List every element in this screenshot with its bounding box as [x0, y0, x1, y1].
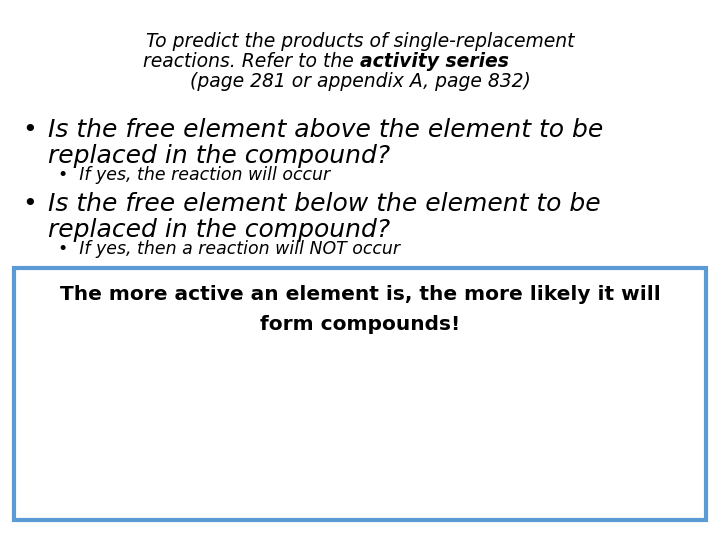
- Text: Is the free element above the element to be: Is the free element above the element to…: [48, 118, 603, 142]
- Text: replaced in the compound?: replaced in the compound?: [48, 144, 390, 168]
- Text: To predict the products of single-replacement: To predict the products of single-replac…: [145, 32, 575, 51]
- Text: The more active an element is, the more likely it will: The more active an element is, the more …: [60, 285, 660, 304]
- Text: •: •: [22, 118, 37, 142]
- Text: replaced in the compound?: replaced in the compound?: [48, 218, 390, 242]
- Text: •: •: [22, 192, 37, 216]
- Text: (page 281 or appendix A, page 832): (page 281 or appendix A, page 832): [189, 72, 531, 91]
- Text: Is the free element below the element to be: Is the free element below the element to…: [48, 192, 600, 216]
- Text: •  If yes, the reaction will occur: • If yes, the reaction will occur: [58, 166, 330, 184]
- FancyBboxPatch shape: [14, 268, 706, 520]
- Text: •  If yes, then a reaction will NOT occur: • If yes, then a reaction will NOT occur: [58, 240, 400, 258]
- Text: reactions. Refer to the: reactions. Refer to the: [143, 52, 360, 71]
- Text: activity series: activity series: [360, 52, 509, 71]
- Text: form compounds!: form compounds!: [260, 315, 460, 334]
